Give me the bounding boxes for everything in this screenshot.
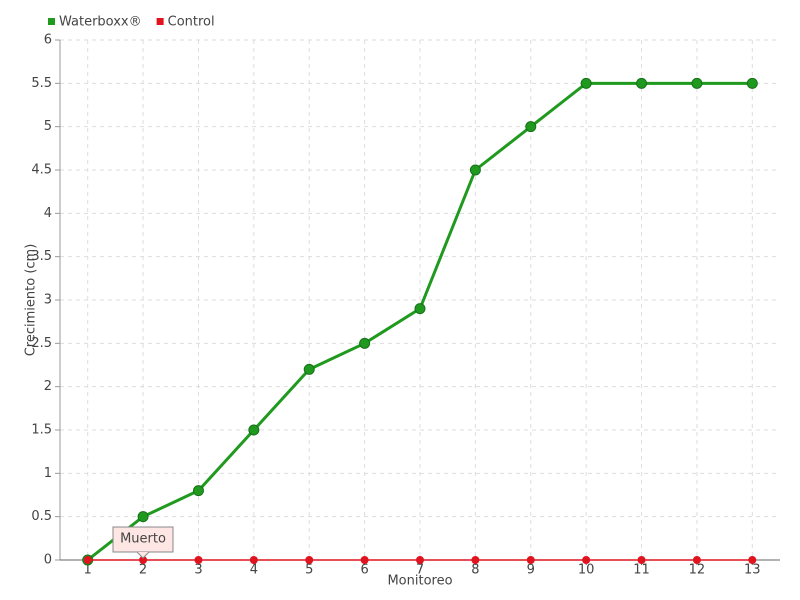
y-tick-label: 3.5 xyxy=(31,249,52,264)
data-point xyxy=(194,556,203,564)
data-point xyxy=(636,77,648,89)
y-tick-label: 3 xyxy=(44,293,52,308)
y-tick-label: 2 xyxy=(44,379,52,394)
data-point xyxy=(305,556,314,564)
x-axis-label: Monitoreo xyxy=(387,574,452,589)
y-tick-label: 2.5 xyxy=(31,336,52,351)
data-point xyxy=(192,485,204,497)
y-tick-label: 6 xyxy=(44,33,52,48)
data-point xyxy=(471,556,480,564)
data-point xyxy=(525,121,537,133)
tooltip-text: Muerto xyxy=(120,532,166,547)
x-tick-label: 2 xyxy=(139,563,147,578)
y-axis-label: Crecimiento (cm) xyxy=(24,244,39,357)
data-point xyxy=(249,556,258,564)
data-point xyxy=(580,77,592,89)
data-point xyxy=(526,556,535,564)
x-tick-label: 8 xyxy=(471,563,479,578)
y-tick-label: 5 xyxy=(44,119,52,134)
data-point xyxy=(692,556,701,564)
y-tick-label: 4.5 xyxy=(31,163,52,178)
legend-swatch xyxy=(48,18,55,25)
x-tick-label: 1 xyxy=(84,563,92,578)
x-tick-label: 6 xyxy=(360,563,368,578)
y-tick-label: 0 xyxy=(44,553,52,568)
x-tick-label: 11 xyxy=(633,563,650,578)
x-tick-label: 10 xyxy=(578,563,595,578)
data-point xyxy=(469,164,481,176)
data-point xyxy=(360,556,369,564)
x-tick-label: 7 xyxy=(416,563,424,578)
y-tick-label: 4 xyxy=(44,206,52,221)
y-tick-label: 1.5 xyxy=(31,423,52,438)
legend-swatch xyxy=(156,18,164,25)
data-point xyxy=(748,556,757,564)
x-tick-label: 3 xyxy=(194,563,202,578)
x-tick-label: 5 xyxy=(305,563,313,578)
legend-label: Control xyxy=(168,15,215,30)
data-point xyxy=(691,77,703,89)
x-tick-label: 4 xyxy=(250,563,258,578)
data-point xyxy=(416,556,424,564)
y-tick-label: 1 xyxy=(44,466,52,481)
x-tick-label: 9 xyxy=(527,563,535,578)
data-point xyxy=(303,363,315,375)
y-tick-label: 5.5 xyxy=(31,76,52,91)
data-point xyxy=(414,303,426,315)
data-point xyxy=(746,77,758,89)
data-point xyxy=(248,424,260,436)
data-point xyxy=(137,511,149,523)
tooltip-arrow xyxy=(136,551,150,559)
tooltip: Muerto xyxy=(112,526,174,559)
x-tick-label: 12 xyxy=(689,563,706,578)
tooltip-box xyxy=(112,526,174,553)
data-point xyxy=(582,556,591,564)
legend-label: Waterboxx® xyxy=(59,15,142,30)
y-tick-label: 0.5 xyxy=(31,509,52,524)
x-tick-label: 13 xyxy=(744,563,761,578)
data-point xyxy=(83,556,92,564)
data-point xyxy=(359,337,371,349)
data-point xyxy=(637,556,646,564)
